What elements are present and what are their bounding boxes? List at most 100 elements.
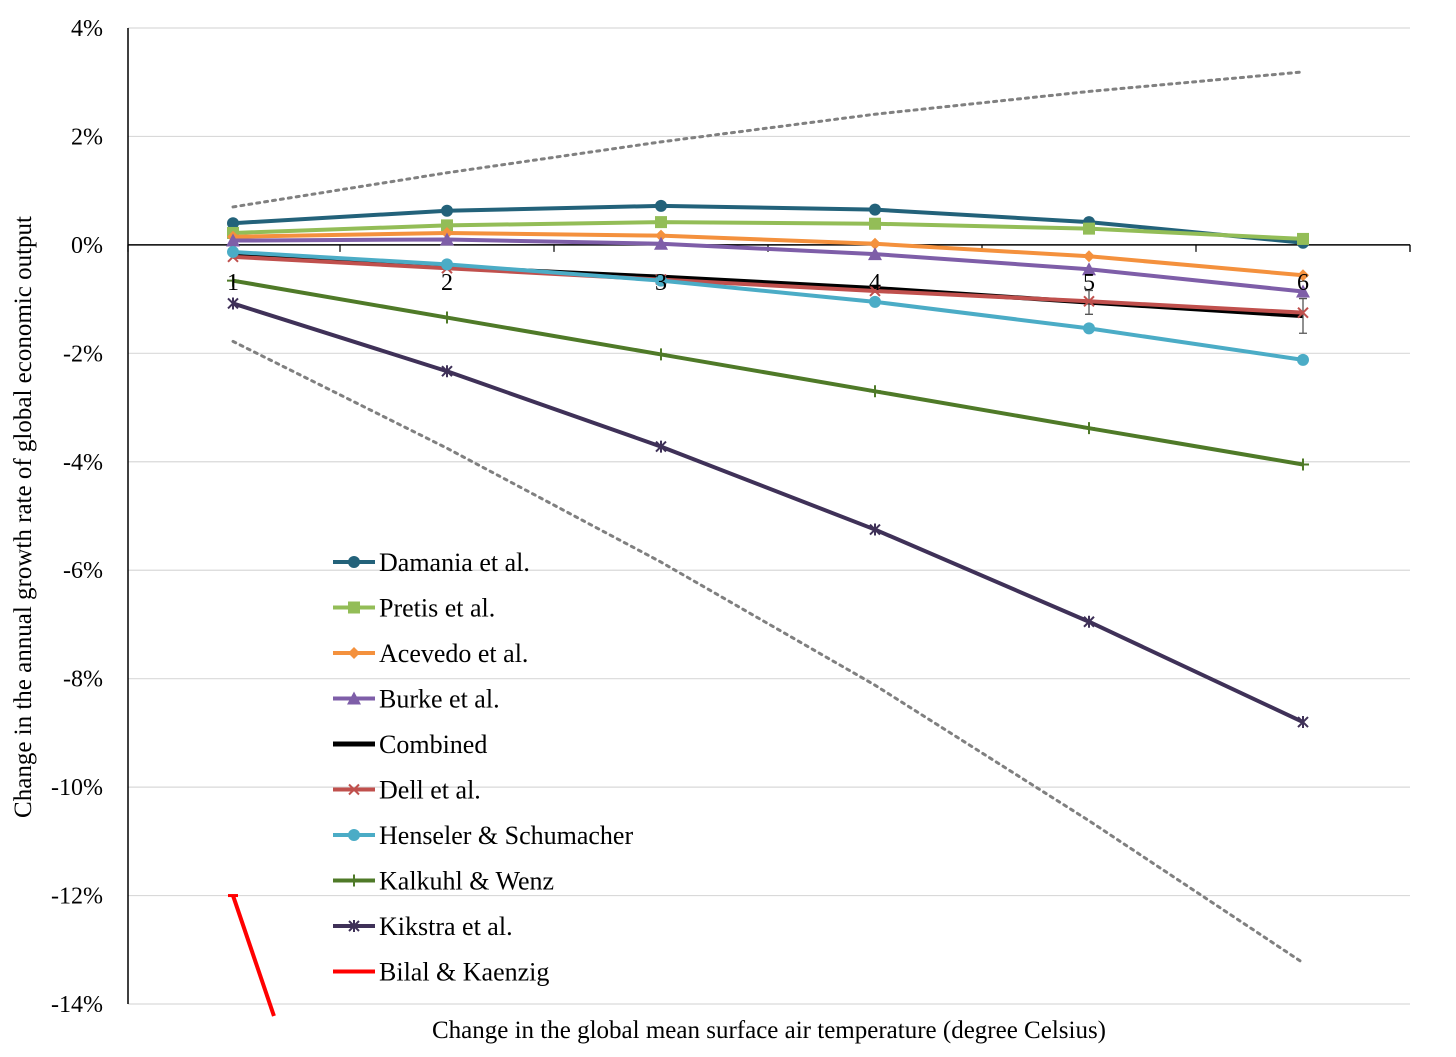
data-point	[227, 217, 239, 230]
legend-label: Acevedo et al.	[379, 639, 528, 668]
series-group	[226, 199, 1310, 1017]
legend-item: Henseler & Schumacher	[333, 821, 633, 850]
series-line	[232, 237, 1304, 294]
series-line	[232, 278, 1304, 467]
series-line	[232, 254, 1304, 315]
data-point	[1083, 295, 1095, 307]
data-point	[226, 233, 240, 247]
y-tick-label: -4%	[63, 450, 103, 476]
data-point	[868, 247, 882, 261]
legend-item: Bilal & Kaenzig	[333, 958, 549, 987]
y-tick-label: -12%	[51, 884, 103, 910]
data-point	[1083, 222, 1095, 235]
data-point	[869, 385, 881, 398]
y-axis-title: Change in the annual growth rate of glob…	[10, 216, 37, 818]
series-line	[232, 230, 1304, 278]
data-point	[655, 216, 667, 229]
legend-label: Bilal & Kaenzig	[379, 958, 549, 987]
legend-marker	[348, 783, 360, 796]
data-point	[1083, 250, 1095, 263]
legend-marker	[348, 647, 360, 659]
data-point	[869, 523, 881, 536]
legend-label: Dell et al.	[379, 776, 481, 805]
data-point	[227, 297, 239, 310]
x-tick-label: 5	[1083, 270, 1095, 296]
legend-label: Burke et al.	[379, 685, 500, 714]
data-point	[869, 217, 881, 230]
data-point	[227, 245, 239, 258]
y-tick-label: 4%	[71, 16, 103, 42]
series-line	[231, 894, 276, 1017]
y-tick-labels: 4% 2% 0% -2% -4% -6% -8% -10% -12% -14%	[51, 16, 103, 1018]
gridlines	[128, 27, 1410, 1005]
legend-item: Acevedo et al.	[333, 639, 528, 668]
series-line	[232, 220, 1304, 241]
legend-label: Pretis et al.	[379, 594, 495, 623]
data-point	[1297, 353, 1309, 366]
series-kikstra-et-al	[227, 297, 1309, 729]
legend-item: Pretis et al.	[333, 594, 495, 623]
legend-marker	[347, 691, 361, 705]
legend: Damania et al. Pretis et al. Acevedo et al…	[333, 548, 633, 987]
series-kalkuhl-wenz	[227, 274, 1309, 471]
data-point	[1083, 615, 1095, 628]
data-point	[1297, 458, 1309, 471]
y-tick-label: -6%	[63, 558, 103, 584]
legend-label: Combined	[379, 730, 487, 759]
x-tick-label: 1	[227, 270, 239, 296]
legend-label: Henseler & Schumacher	[379, 821, 633, 850]
data-point	[441, 204, 453, 217]
data-point	[440, 232, 454, 246]
legend-marker	[348, 601, 360, 614]
legend-marker	[348, 829, 360, 841]
x-tick-label: 4	[869, 270, 881, 296]
series-line	[232, 301, 1304, 724]
series-henseler-schumacher	[227, 245, 1309, 366]
data-point	[655, 274, 667, 287]
y-tick-label: -8%	[63, 667, 103, 693]
data-point	[1297, 269, 1309, 282]
error-bar	[1299, 297, 1307, 334]
legend-item: Dell et al.	[333, 776, 481, 805]
upper-bound-line	[231, 70, 1305, 209]
data-point	[1297, 306, 1309, 319]
x-tick-label: 2	[441, 270, 453, 296]
data-point	[1083, 322, 1095, 335]
series-bilal-kaenzig	[228, 894, 276, 1017]
legend-item: Combined	[333, 730, 487, 759]
legend-item: Kalkuhl & Wenz	[333, 867, 554, 896]
x-axis-title: Change in the global mean surface air te…	[432, 1017, 1106, 1044]
y-tick-label: 2%	[71, 124, 103, 150]
data-point	[655, 440, 667, 453]
legend-marker	[348, 920, 360, 932]
data-point	[1083, 422, 1095, 435]
x-tick-labels: 1 2 3 4 5 6	[227, 270, 1309, 296]
legend-item: Burke et al.	[333, 685, 500, 714]
x-tick-label: 3	[655, 270, 667, 296]
y-tick-label: -10%	[51, 775, 103, 801]
y-tick-label: -2%	[63, 341, 103, 367]
legend-marker	[348, 874, 360, 887]
y-tick-label: -14%	[51, 992, 103, 1018]
data-point	[655, 348, 667, 361]
legend-label: Kalkuhl & Wenz	[379, 867, 554, 896]
legend-item: Damania et al.	[333, 548, 530, 577]
data-point	[869, 237, 881, 250]
data-point	[869, 295, 881, 308]
data-point	[227, 274, 239, 287]
data-point	[441, 365, 453, 378]
data-point	[441, 258, 453, 271]
data-point	[1297, 232, 1309, 245]
data-point	[869, 203, 881, 216]
x-tick-label: 6	[1297, 270, 1309, 296]
data-point	[655, 199, 667, 212]
series-acevedo-et-al	[227, 226, 1309, 282]
data-point	[1082, 262, 1096, 276]
legend-label: Damania et al.	[379, 548, 530, 577]
data-point	[441, 311, 453, 324]
data-point	[1297, 716, 1309, 729]
data-point	[654, 236, 668, 250]
confidence-bounds	[231, 70, 1305, 965]
series-burke-et-al	[226, 232, 1310, 298]
